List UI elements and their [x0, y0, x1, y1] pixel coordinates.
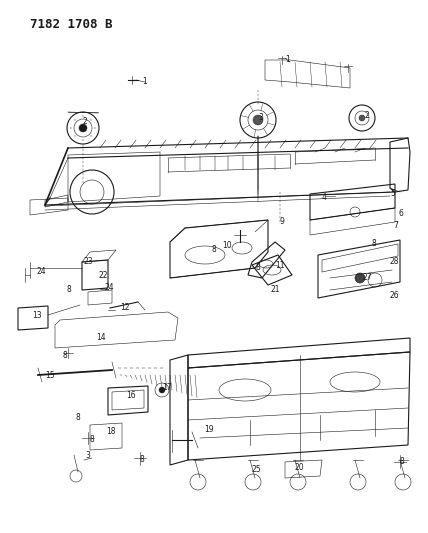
- Text: 14: 14: [96, 334, 106, 343]
- Text: 8: 8: [76, 414, 81, 423]
- Circle shape: [253, 115, 263, 125]
- Text: 8: 8: [256, 262, 261, 271]
- Text: 22: 22: [99, 271, 109, 279]
- Text: 26: 26: [390, 290, 400, 300]
- Circle shape: [355, 273, 365, 283]
- Text: 19: 19: [204, 425, 214, 434]
- Circle shape: [159, 387, 165, 393]
- Text: 10: 10: [222, 240, 232, 249]
- Text: 2: 2: [83, 117, 88, 126]
- Text: 3: 3: [85, 450, 90, 459]
- Text: 3: 3: [258, 114, 263, 123]
- Circle shape: [79, 124, 87, 132]
- Text: 1: 1: [142, 77, 147, 86]
- Text: 23: 23: [84, 257, 94, 266]
- Text: 8: 8: [400, 457, 405, 466]
- Text: 28: 28: [390, 257, 399, 266]
- Text: 2: 2: [365, 110, 370, 119]
- Circle shape: [359, 115, 365, 121]
- Text: 18: 18: [106, 427, 116, 437]
- Text: 8: 8: [140, 455, 145, 464]
- Text: 8: 8: [212, 245, 217, 254]
- Text: 8: 8: [63, 351, 68, 359]
- Text: 9: 9: [280, 217, 285, 227]
- Text: 21: 21: [271, 286, 280, 295]
- Text: 12: 12: [120, 303, 130, 312]
- Text: 8: 8: [67, 285, 72, 294]
- Text: 27: 27: [363, 273, 373, 282]
- Text: 24: 24: [105, 282, 115, 292]
- Text: 15: 15: [45, 370, 55, 379]
- Text: 5: 5: [390, 189, 395, 198]
- Text: 24: 24: [37, 268, 47, 277]
- Text: 13: 13: [32, 311, 42, 319]
- Text: 6: 6: [399, 208, 404, 217]
- Text: 7: 7: [393, 222, 398, 230]
- Text: 7182 1708 B: 7182 1708 B: [30, 18, 113, 31]
- Text: 8: 8: [90, 435, 95, 445]
- Text: 17: 17: [162, 384, 172, 392]
- Text: 11: 11: [275, 261, 285, 270]
- Text: 4: 4: [322, 192, 327, 201]
- Text: 1: 1: [285, 55, 290, 64]
- Text: 16: 16: [126, 391, 136, 400]
- Text: 20: 20: [295, 464, 305, 472]
- Text: 8: 8: [372, 238, 377, 247]
- Text: 25: 25: [252, 465, 262, 474]
